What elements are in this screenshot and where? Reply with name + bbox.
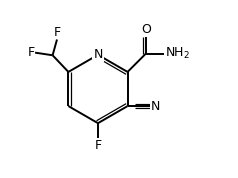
Text: O: O <box>141 23 151 36</box>
Text: N: N <box>151 100 160 112</box>
Text: NH$_2$: NH$_2$ <box>165 46 190 61</box>
Text: F: F <box>27 46 35 59</box>
Text: F: F <box>53 26 60 39</box>
Text: N: N <box>93 48 103 61</box>
Text: F: F <box>94 139 102 152</box>
